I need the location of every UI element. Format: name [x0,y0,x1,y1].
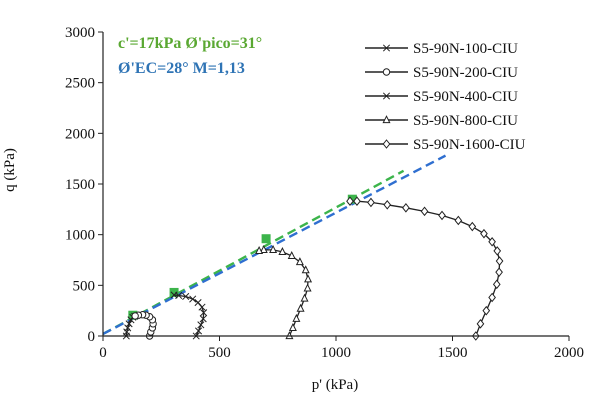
series-3-point [182,292,190,301]
x-axis-label: p' (kPa) [312,377,358,393]
series-layer [122,196,504,341]
series-5-point [438,210,446,221]
series-4-point [288,322,297,331]
legend-label: S5-90N-100-CIU [413,41,518,57]
series-5-point [353,196,361,207]
series-5-point [346,196,354,207]
series-5-point [480,228,488,239]
series-4-point [255,245,264,254]
x-tick-label: 1500 [438,345,468,361]
y-tick-label: 3000 [65,25,95,41]
envelope-line-2 [102,154,447,336]
legend-marker [382,68,391,76]
y-axis-label: q (kPa) [2,148,18,192]
y-tick-label: 1500 [65,177,95,193]
legend-marker [382,139,391,149]
series-4-point [295,257,304,266]
series-3-point [200,309,208,317]
series-4-point [296,303,305,312]
annotation-critical-state: Ø'EC=28° M=1,13 [118,60,245,77]
series-2-point [131,312,139,320]
legend-label: S5-90N-1600-CIU [413,137,526,153]
series-1-point [123,328,131,336]
series-3-point [199,315,207,323]
series-5-point [420,206,429,217]
y-tick-label: 1000 [65,228,95,244]
series-3-point [194,299,202,307]
series-5-point [492,279,501,290]
series-5-point [482,305,491,316]
series-1-point [125,320,133,328]
series-5-point [383,199,392,210]
y-tick-label: 2500 [65,76,95,92]
series-3-point [197,321,205,329]
series-1-point [124,324,132,332]
series-5-point [476,319,485,329]
series-4-point [303,283,312,292]
series-5-point [454,215,463,226]
series-5-point [488,292,496,303]
legend-marker [382,92,391,100]
series-4-point [292,313,301,322]
x-tick-label: 500 [208,345,231,361]
series-3-point [194,327,203,335]
legend-label: S5-90N-400-CIU [413,89,518,105]
series-5-point [402,203,410,213]
series-5-point [367,197,375,208]
x-tick-label: 0 [99,345,107,361]
series-5-point [495,256,504,266]
series-3-point [189,295,197,303]
y-tick-label: 0 [88,329,96,345]
y-tick-label: 500 [73,278,96,294]
series-4-point [269,244,278,253]
series-5-point [468,221,477,232]
legend-label: S5-90N-800-CIU [413,113,518,129]
series-5-point [495,267,503,277]
series-3-point [170,291,178,299]
x-tick-label: 2000 [554,345,584,361]
x-tick-label: 1000 [321,345,351,361]
series-4-point [259,244,268,253]
axes-layer: 0 500 1000 1500 2000 2500 3000 0 500 1000 1500 2000 [65,25,584,361]
legend: S5-90N-100-CIU S5-90N-200-CIU S5-90N-400-C… [365,41,526,153]
annotation-peak-strength: c'=17kPa Ø'pico=31° [118,35,262,52]
peak-point [169,287,179,297]
series-4-point [287,251,296,260]
legend-marker [382,115,391,124]
series-4-point [304,274,313,283]
series-4-point [300,293,309,302]
series-5-point [488,236,496,247]
y-tick-label: 2000 [65,126,95,142]
series-4-point [301,265,310,274]
series-5-point [493,246,502,256]
series-4-point [278,246,287,255]
legend-marker [382,44,391,52]
peak-point [347,194,357,204]
legend-label: S5-90N-200-CIU [413,65,518,81]
peak-point [261,234,271,244]
